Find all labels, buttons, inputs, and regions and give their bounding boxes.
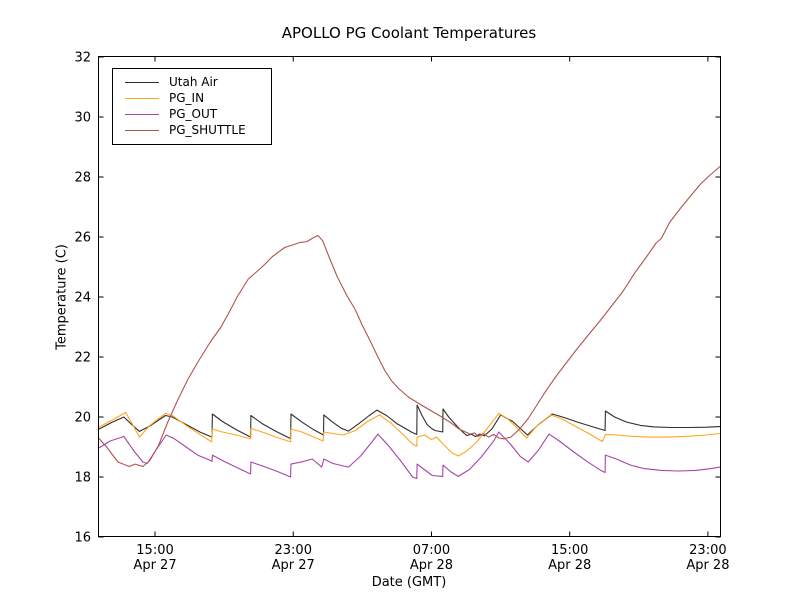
x-tick-date-label: Apr 28 — [410, 558, 453, 573]
y-tick-label: 28 — [74, 171, 91, 186]
y-tick-label: 22 — [74, 351, 91, 366]
y-tick-label: 16 — [74, 531, 91, 546]
x-tick-date-label: Apr 28 — [548, 558, 591, 573]
legend-line-pg-out — [125, 114, 159, 115]
x-tick-time-label: 07:00 — [413, 543, 450, 558]
series-line-pg-in — [97, 411, 721, 457]
legend-label: PG_OUT — [169, 107, 218, 121]
y-tick-label: 30 — [74, 111, 91, 126]
legend-item-utah-air: Utah Air — [125, 75, 265, 90]
series-line-pg-out — [97, 431, 721, 480]
legend-line-pg-shuttle — [125, 130, 159, 131]
series-line-utah-air — [97, 404, 721, 440]
x-tick-date-label: Apr 28 — [686, 558, 729, 573]
y-tick-label: 26 — [74, 231, 91, 246]
legend-item-pg-out: PG_OUT — [125, 107, 265, 122]
y-tick-label: 32 — [74, 51, 91, 66]
legend-label: PG_SHUTTLE — [169, 123, 246, 137]
y-tick-label: 24 — [74, 291, 91, 306]
legend-label: Utah Air — [169, 75, 218, 89]
series-line-pg-shuttle — [97, 166, 721, 468]
x-tick-time-label: 15:00 — [551, 543, 588, 558]
y-tick-label: 20 — [74, 411, 91, 426]
x-tick-date-label: Apr 27 — [133, 558, 176, 573]
x-tick-time-label: 23:00 — [275, 543, 312, 558]
x-axis-label: Date (GMT) — [371, 575, 447, 590]
x-tick-date-label: Apr 27 — [272, 558, 315, 573]
legend: Utah Air PG_IN PG_OUT PG_SHUTTLE — [112, 68, 272, 145]
legend-item-pg-shuttle: PG_SHUTTLE — [125, 123, 265, 138]
y-tick-label: 18 — [74, 471, 91, 486]
chart-title: APOLLO PG Coolant Temperatures — [281, 24, 537, 42]
legend-line-pg-in — [125, 98, 159, 99]
legend-line-utah-air — [125, 82, 159, 83]
x-tick-time-label: 15:00 — [136, 543, 173, 558]
legend-label: PG_IN — [169, 91, 205, 105]
legend-item-pg-in: PG_IN — [125, 91, 265, 106]
x-tick-time-label: 23:00 — [689, 543, 726, 558]
